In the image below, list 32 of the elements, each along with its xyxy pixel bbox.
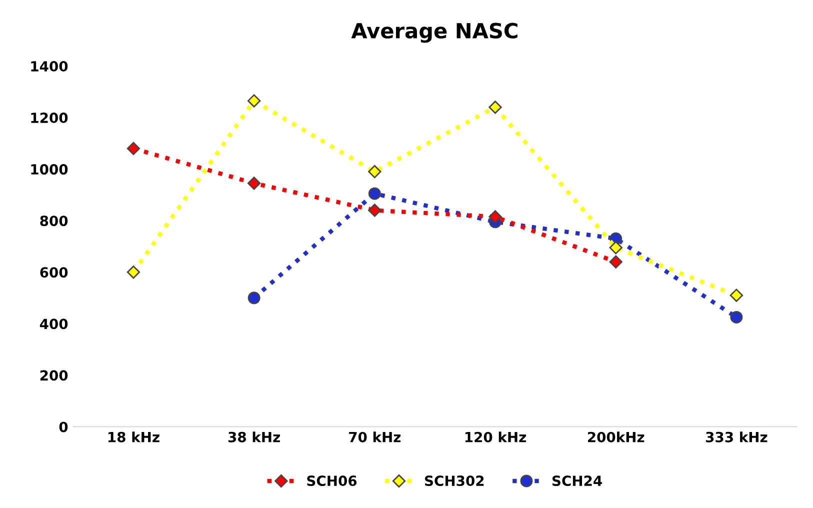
point	[488, 210, 502, 224]
point	[609, 255, 622, 268]
x-tick-label: 333 kHz	[706, 432, 768, 442]
y-tick-label: 1400	[31, 61, 68, 72]
y-tick-label: 200	[40, 370, 68, 381]
point	[730, 310, 743, 324]
point	[247, 176, 261, 190]
point	[609, 241, 622, 254]
x-tick-label: 200kHz	[588, 432, 644, 442]
x-tick-label: 18 kHz	[108, 432, 160, 442]
point	[368, 187, 381, 200]
y-tick-label: 400	[40, 318, 68, 330]
point	[488, 100, 502, 114]
point	[368, 165, 382, 178]
y-tick-label: 1200	[31, 112, 68, 124]
point	[247, 94, 261, 108]
point	[248, 292, 260, 304]
point	[368, 204, 382, 217]
x-tick-label: 38 kHz	[228, 432, 280, 442]
y-tick-label: 600	[40, 267, 68, 278]
y-tick-label: 800	[40, 216, 68, 226]
x-tick-label: 120 kHz	[465, 432, 526, 442]
legend-label: SCH24	[552, 476, 602, 486]
y-tick-label: 0	[59, 422, 68, 432]
point	[126, 142, 140, 156]
chart-title: Average NASC	[351, 22, 518, 43]
point	[126, 266, 140, 279]
y-tick-label: 1000	[31, 164, 68, 175]
x-tick-label: 70 kHz	[349, 432, 401, 442]
legend-label: SCH06	[307, 476, 357, 486]
point	[730, 288, 744, 302]
legend-label: SCH302	[424, 476, 484, 486]
